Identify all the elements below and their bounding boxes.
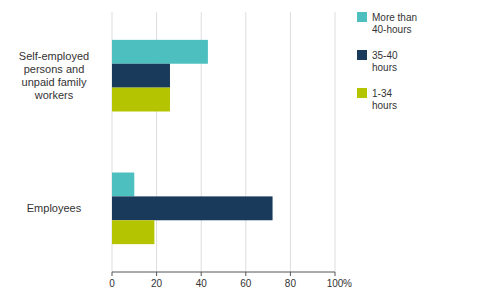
tick-mark	[112, 272, 113, 276]
bar	[112, 220, 154, 244]
legend-label: More than40-hours	[372, 12, 417, 35]
y-axis: Employees Self-employedpersons andunpaid …	[19, 50, 89, 214]
tick-label: 40	[196, 278, 208, 289]
category-label: Self-employedpersons andunpaid familywor…	[19, 50, 89, 101]
legend-swatch	[357, 50, 367, 60]
legend-swatch	[357, 12, 367, 22]
legend-label: 1-34hours	[372, 88, 397, 111]
bar	[112, 173, 134, 197]
bar	[112, 88, 170, 112]
legend-label: 35-40hours	[372, 50, 398, 73]
tick-mark	[245, 272, 246, 276]
tick-label: 100	[327, 278, 344, 289]
bars	[112, 40, 273, 244]
tick-mark	[290, 272, 291, 276]
tick-label: 60	[240, 278, 252, 289]
bar	[112, 64, 170, 88]
axis-label: %	[343, 278, 352, 289]
bar	[112, 196, 273, 220]
grid	[112, 12, 335, 272]
tick-mark	[156, 272, 157, 276]
legend: More than40-hours 35-40hours 1-34hours	[357, 12, 417, 111]
tick-label: 80	[285, 278, 297, 289]
chart-container: 0 20 40 60 80 100% Employees Self-employedperso…	[0, 0, 491, 302]
bar	[112, 40, 208, 64]
chart: 0 20 40 60 80 100% Employees Self-employedperso…	[0, 0, 491, 302]
axis-line	[112, 272, 335, 273]
grid-line	[290, 12, 291, 272]
tick-label: 20	[151, 278, 163, 289]
tick-mark	[201, 272, 202, 276]
legend-swatch	[357, 88, 367, 98]
tick-mark	[335, 272, 336, 276]
grid-line	[245, 12, 246, 272]
category-label: Employees	[27, 202, 82, 214]
grid-line	[335, 12, 336, 272]
x-axis: 0 20 40 60 80 100	[109, 272, 344, 289]
tick-label: 0	[109, 278, 115, 289]
